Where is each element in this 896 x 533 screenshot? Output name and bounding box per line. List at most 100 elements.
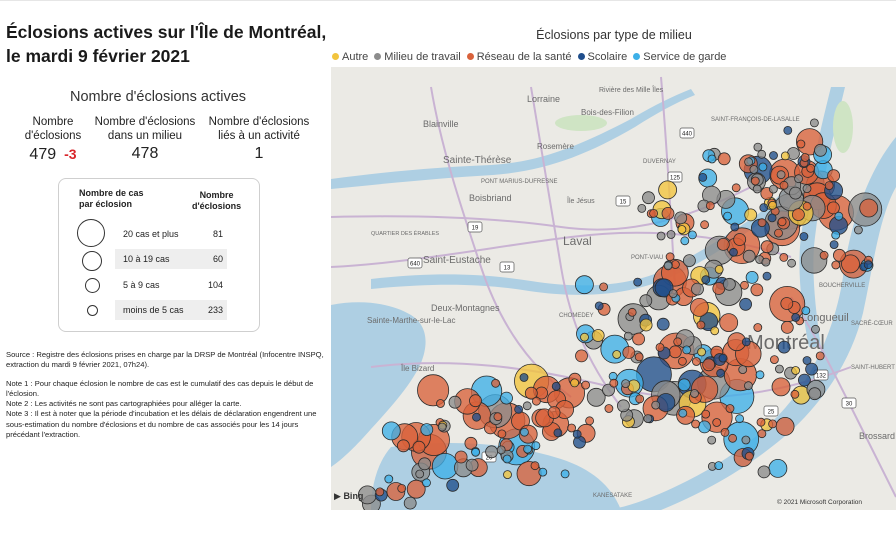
outbreak-bubble[interactable] [668,289,678,299]
outbreak-bubble[interactable] [774,364,784,374]
outbreak-bubble[interactable] [707,435,717,445]
outbreak-bubble[interactable] [729,247,738,257]
outbreak-bubble[interactable] [742,249,756,263]
outbreak-bubble[interactable] [384,474,394,484]
outbreak-bubble[interactable] [808,387,822,401]
outbreak-bubble[interactable] [437,422,447,432]
outbreak-bubble[interactable] [661,206,675,220]
outbreak-bubble[interactable] [753,323,763,332]
outbreak-bubble[interactable] [673,337,683,347]
outbreak-bubble[interactable] [649,208,659,218]
outbreak-bubble[interactable] [472,412,481,422]
outbreak-bubble[interactable] [760,240,774,254]
outbreak-bubble[interactable] [531,396,541,406]
outbreak-bubble[interactable] [622,346,636,359]
outbreak-bubble[interactable] [633,277,643,287]
outbreak-bubble[interactable] [464,436,478,450]
outbreak-bubble[interactable] [826,201,840,215]
outbreak-bubble[interactable] [712,418,722,427]
outbreak-bubble[interactable] [779,180,789,190]
outbreak-bubble[interactable] [547,406,561,420]
outbreak-bubble[interactable] [780,320,794,334]
outbreak-bubble[interactable] [491,378,501,388]
outbreak-bubble[interactable] [707,154,717,164]
outbreak-bubble[interactable] [651,400,661,410]
outbreak-bubble[interactable] [780,297,794,310]
outbreak-bubble[interactable] [768,419,778,429]
outbreak-bubble[interactable] [523,444,533,454]
outbreak-bubble[interactable] [415,469,425,479]
outbreak-bubble[interactable] [722,277,736,291]
outbreak-bubble[interactable] [738,365,748,375]
outbreak-bubble[interactable] [800,153,810,162]
outbreak-bubble[interactable] [762,271,772,281]
outbreak-bubble[interactable] [530,461,540,471]
outbreak-bubble[interactable] [717,152,731,166]
outbreak-bubble[interactable] [500,391,513,405]
outbreak-bubble[interactable] [496,445,506,455]
outbreak-bubble[interactable] [733,233,747,246]
outbreak-bubble[interactable] [677,356,687,366]
outbreak-bubble[interactable] [723,211,733,221]
outbreak-bubble[interactable] [656,231,666,241]
outbreak-bubble[interactable] [381,421,401,441]
outbreak-bubble[interactable] [718,353,728,363]
outbreak-bubble[interactable] [551,381,561,391]
outbreak-bubble[interactable] [827,169,841,183]
outbreak-bubble[interactable] [687,230,697,240]
outbreak-bubble[interactable] [796,139,806,149]
outbreak-bubble[interactable] [639,318,653,332]
outbreak-bubble[interactable] [753,142,763,152]
outbreak-bubble[interactable] [397,439,410,453]
outbreak-bubble[interactable] [791,208,805,222]
outbreak-bubble[interactable] [418,457,431,471]
outbreak-bubble[interactable] [580,332,589,342]
outbreak-bubble[interactable] [757,465,771,479]
outbreak-bubble[interactable] [420,423,434,437]
outbreak-bubble[interactable] [752,184,762,194]
outbreak-bubble[interactable] [524,386,538,400]
outbreak-bubble[interactable] [586,387,606,407]
map-legend-item[interactable]: Service de garde [633,51,726,63]
outbreak-bubble[interactable] [691,419,701,429]
outbreak-bubble[interactable] [739,297,753,311]
outbreak-bubble[interactable] [806,163,816,173]
outbreak-bubble[interactable] [469,394,482,408]
outbreak-bubble[interactable] [714,461,724,471]
outbreak-bubble[interactable] [776,170,786,180]
outbreak-bubble[interactable] [791,313,801,322]
outbreak-bubble[interactable] [768,184,778,194]
map-canvas[interactable]: Lorraine Rivière des Mille Îles Bois-des-F… [331,67,896,510]
outbreak-bubble[interactable] [854,225,863,235]
map-view[interactable]: Lorraine Rivière des Mille Îles Bois-des-F… [331,67,896,510]
outbreak-bubble[interactable] [677,225,687,234]
outbreak-bubble[interactable] [744,208,758,222]
outbreak-bubble[interactable] [403,496,417,510]
outbreak-bubble[interactable] [417,374,450,407]
outbreak-bubble[interactable] [743,381,753,391]
outbreak-bubble[interactable] [448,395,462,409]
outbreak-bubble[interactable] [431,453,459,480]
outbreak-bubble[interactable] [691,357,701,366]
outbreak-bubble[interactable] [594,301,604,311]
outbreak-bubble[interactable] [581,380,591,390]
outbreak-bubble[interactable] [744,157,754,167]
outbreak-bubble[interactable] [859,198,879,218]
outbreak-bubble[interactable] [814,143,827,157]
outbreak-bubble[interactable] [832,248,846,262]
outbreak-bubble[interactable] [797,373,811,387]
outbreak-bubble[interactable] [412,440,426,454]
outbreak-bubble[interactable] [655,342,665,352]
outbreak-bubble[interactable] [768,200,778,210]
outbreak-bubble[interactable] [779,252,789,262]
outbreak-bubble[interactable] [831,260,841,270]
outbreak-bubble[interactable] [612,350,622,359]
outbreak-bubble[interactable] [497,429,507,439]
outbreak-bubble[interactable] [819,250,829,260]
outbreak-bubble[interactable] [769,151,778,160]
outbreak-bubble[interactable] [666,230,676,239]
outbreak-bubble[interactable] [767,213,777,223]
outbreak-bubble[interactable] [702,358,716,372]
outbreak-bubble[interactable] [574,275,594,295]
outbreak-bubble[interactable] [809,118,819,128]
